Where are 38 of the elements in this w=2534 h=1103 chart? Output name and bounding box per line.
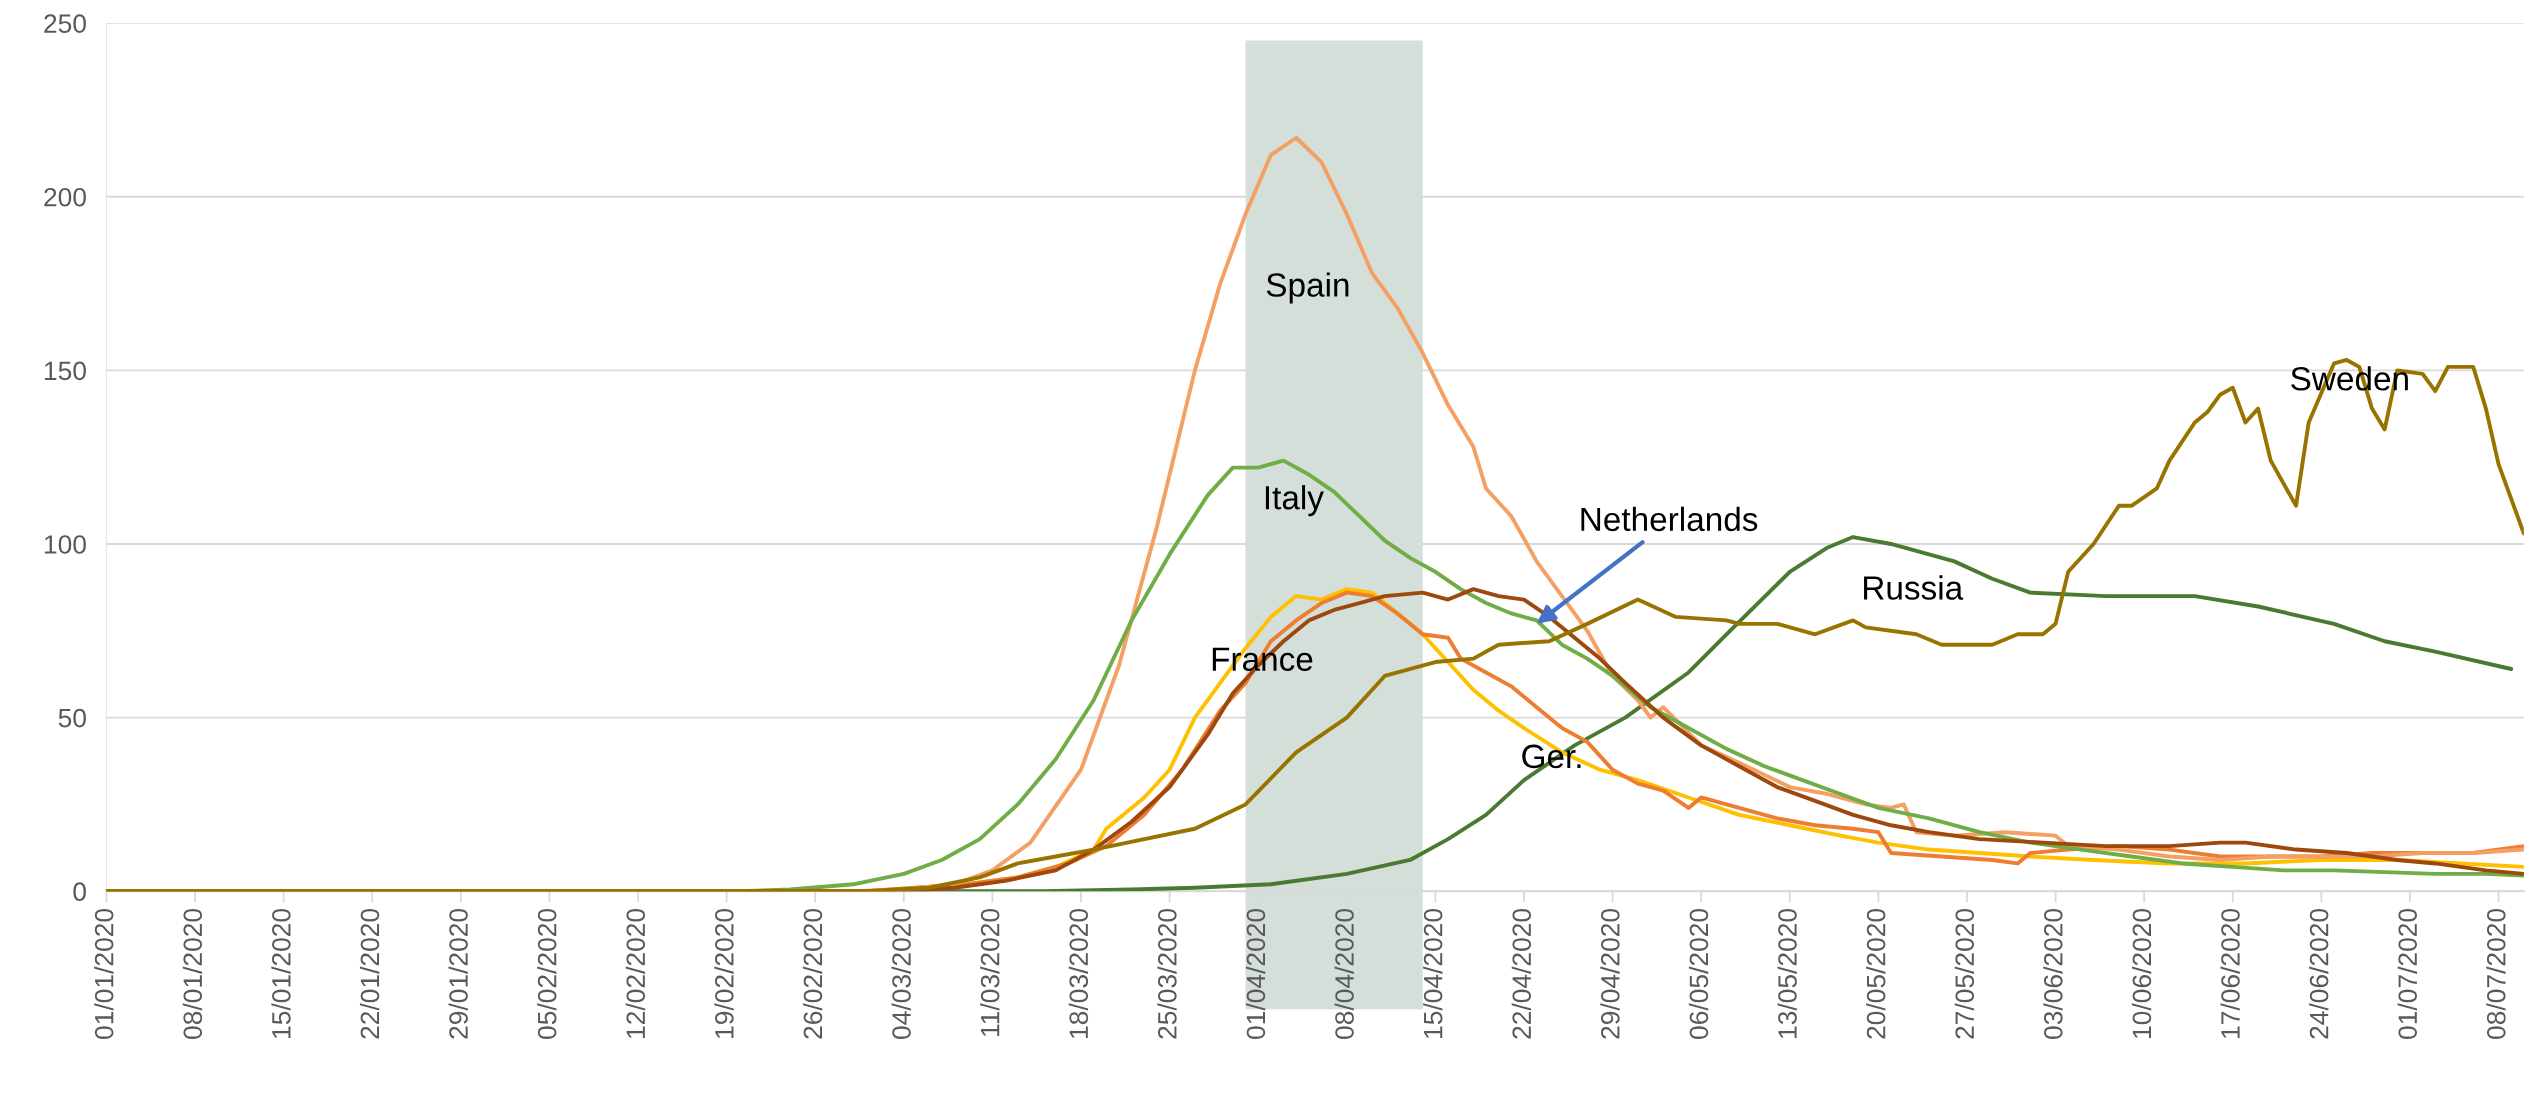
x-tick-label: 27/05/2020 (1954, 908, 1975, 1039)
x-tick-label: 25/03/2020 (1157, 908, 1177, 1039)
y-tick-label: 100 (44, 535, 86, 554)
annotation: Italy (1265, 485, 1324, 517)
x-tick-label: 22/04/2020 (1511, 908, 1532, 1039)
x-tick-label: 12/02/2020 (625, 908, 646, 1038)
x-tick-label: 18/03/2020 (1068, 908, 1089, 1038)
x-tick-label: 13/05/2020 (1777, 908, 1797, 1038)
x-tick-label: 17/06/2020 (2220, 908, 2240, 1038)
y-tick-label: 150 (44, 361, 86, 381)
x-tick-label: 03/06/2020 (2043, 908, 2063, 1039)
x-tick-label: 08/04/2020 (1334, 908, 1354, 1039)
y-tick-label: 50 (58, 708, 86, 728)
y-tick-label: 0 (73, 882, 86, 902)
x-tick-label: 15/04/2020 (1423, 908, 1443, 1038)
x-tick-label: 11/03/2020 (980, 908, 1000, 1036)
x-tick-label: 08/07/2020 (2486, 908, 2506, 1039)
x-tick-label: 01/04/2020 (1245, 908, 1266, 1039)
x-tick-label: 05/02/2020 (537, 908, 557, 1039)
x-tick-label: 08/01/2020 (182, 908, 203, 1039)
x-tick-label: 06/05/2020 (1688, 908, 1709, 1039)
x-tick-label: 19/02/2020 (714, 908, 734, 1038)
annotation: Russia (1864, 575, 1964, 600)
x-tick-label: 20/05/2020 (1866, 908, 1886, 1039)
annotation: Netherlands (1581, 506, 1758, 532)
x-tick-label: 29/04/2020 (1600, 908, 1620, 1039)
y-tick-label: 200 (44, 187, 86, 207)
annotation: Spain (1266, 272, 1349, 304)
x-tick-label: 26/02/2020 (802, 908, 823, 1039)
x-tick-label: 15/01/2020 (271, 908, 291, 1038)
x-tick-label: 10/06/2020 (2131, 908, 2152, 1038)
x-tick-label: 22/01/2020 (359, 908, 380, 1039)
x-tick-label: 01/01/2020 (94, 908, 114, 1039)
x-tick-label: 04/03/2020 (891, 908, 911, 1039)
x-tick-label: 24/06/2020 (2309, 908, 2329, 1039)
y-tick-label: 250 (44, 14, 86, 33)
x-tick-label: 01/07/2020 (2397, 908, 2418, 1039)
x-tick-label: 29/01/2020 (448, 908, 468, 1039)
